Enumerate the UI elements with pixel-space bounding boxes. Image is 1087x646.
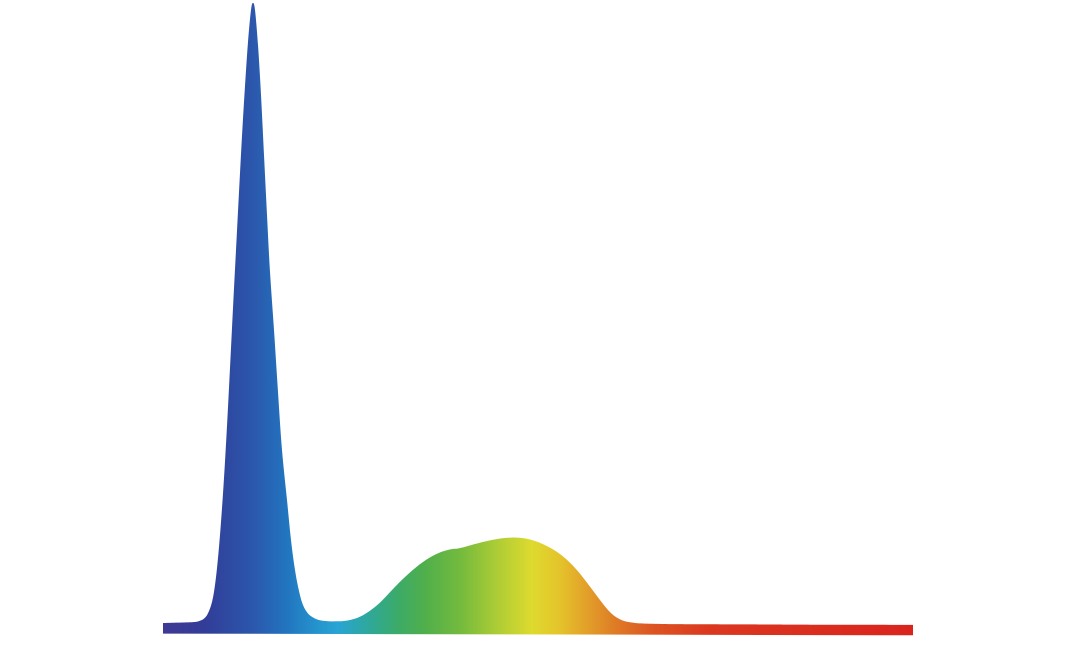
spectrum-filled-curve xyxy=(163,3,913,636)
